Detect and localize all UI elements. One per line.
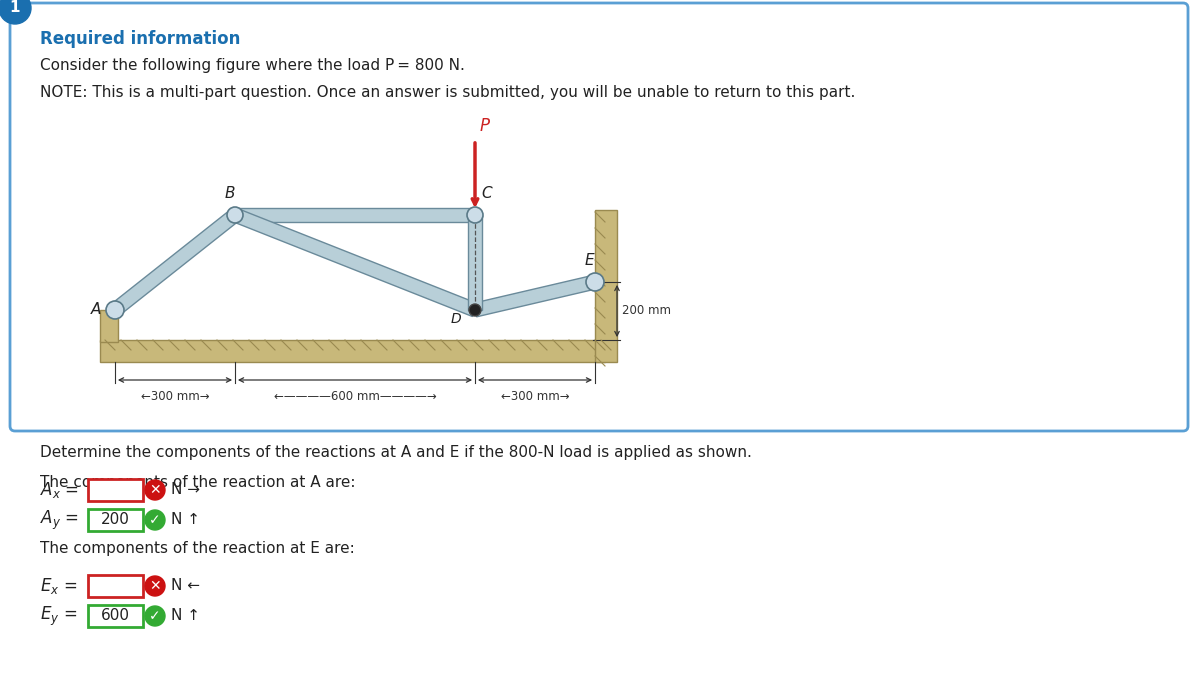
Circle shape — [145, 480, 166, 500]
Circle shape — [586, 273, 604, 291]
Bar — [88, 575, 143, 597]
Text: C: C — [481, 186, 492, 201]
Text: $A_y$ =: $A_y$ = — [40, 509, 79, 532]
Circle shape — [145, 510, 166, 530]
Text: P: P — [480, 117, 490, 135]
Bar — [88, 479, 143, 501]
Text: N ←: N ← — [172, 578, 200, 594]
Bar — [88, 605, 143, 627]
Circle shape — [0, 0, 31, 24]
Polygon shape — [474, 275, 596, 317]
Text: A: A — [91, 302, 101, 317]
Polygon shape — [468, 215, 482, 310]
Text: ✕: ✕ — [149, 483, 161, 497]
Circle shape — [145, 576, 166, 596]
Text: The components of the reaction at E are:: The components of the reaction at E are: — [40, 541, 355, 556]
Text: N ↑: N ↑ — [172, 513, 200, 528]
FancyBboxPatch shape — [10, 3, 1188, 431]
Text: NOTE: This is a multi-part question. Once an answer is submitted, you will be un: NOTE: This is a multi-part question. Onc… — [40, 85, 856, 100]
Text: ←————600 mm————→: ←————600 mm————→ — [274, 390, 437, 403]
Polygon shape — [235, 208, 475, 222]
Text: D: D — [450, 312, 461, 326]
Polygon shape — [233, 208, 478, 317]
Bar — [595, 210, 617, 362]
Text: 200: 200 — [101, 513, 130, 528]
Circle shape — [467, 207, 482, 223]
Circle shape — [145, 606, 166, 626]
Circle shape — [469, 304, 481, 316]
Text: 1: 1 — [10, 1, 20, 16]
Text: $E_x$ =: $E_x$ = — [40, 576, 77, 596]
Polygon shape — [110, 210, 239, 315]
Text: ✕: ✕ — [149, 579, 161, 593]
Text: Required information: Required information — [40, 30, 240, 48]
Text: B: B — [224, 186, 235, 201]
Text: Consider the following figure where the load P = 800 N.: Consider the following figure where the … — [40, 58, 464, 73]
Bar — [100, 340, 605, 362]
Text: The components of the reaction at A are:: The components of the reaction at A are: — [40, 475, 355, 490]
Circle shape — [227, 207, 242, 223]
Text: N ↑: N ↑ — [172, 609, 200, 624]
Text: $A_x$ =: $A_x$ = — [40, 480, 79, 500]
Text: ✓: ✓ — [149, 513, 161, 527]
Bar — [88, 509, 143, 531]
Text: $E_y$ =: $E_y$ = — [40, 605, 77, 628]
Text: N →: N → — [172, 483, 200, 498]
Text: 200 mm: 200 mm — [622, 304, 671, 317]
Text: Determine the components of the reactions at A and E if the 800-N load is applie: Determine the components of the reaction… — [40, 445, 752, 460]
Text: 600: 600 — [101, 609, 130, 624]
Circle shape — [106, 301, 124, 319]
Text: ←300 mm→: ←300 mm→ — [500, 390, 569, 403]
Text: ✓: ✓ — [149, 609, 161, 623]
Text: ←300 mm→: ←300 mm→ — [140, 390, 209, 403]
Bar — [100, 310, 118, 342]
Text: E: E — [586, 253, 595, 268]
